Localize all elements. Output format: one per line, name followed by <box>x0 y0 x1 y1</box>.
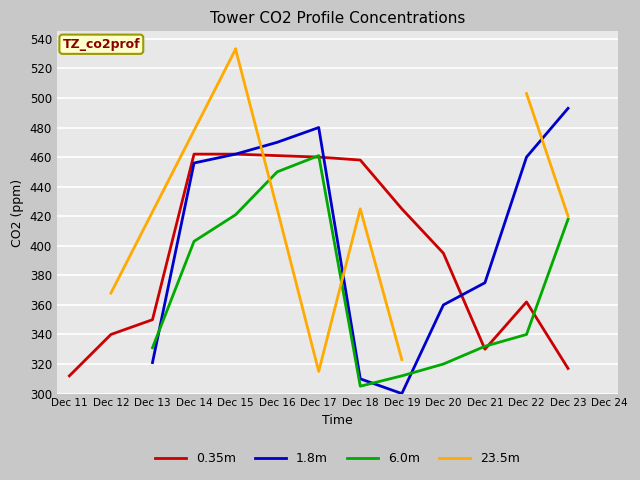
1.8m <box>440 302 447 308</box>
0.35m <box>356 157 364 163</box>
0.35m <box>481 347 489 352</box>
0.35m <box>232 151 239 157</box>
0.35m <box>190 151 198 157</box>
6.0m <box>481 343 489 349</box>
Line: 1.8m: 1.8m <box>152 108 568 394</box>
6.0m <box>148 345 156 351</box>
Line: 23.5m: 23.5m <box>111 49 236 293</box>
X-axis label: Time: Time <box>322 414 353 427</box>
1.8m <box>148 360 156 365</box>
0.35m <box>107 332 115 337</box>
6.0m <box>356 384 364 389</box>
0.35m <box>65 373 73 379</box>
6.0m <box>315 153 323 158</box>
1.8m <box>481 280 489 286</box>
Y-axis label: CO2 (ppm): CO2 (ppm) <box>11 179 24 247</box>
6.0m <box>564 216 572 222</box>
Line: 0.35m: 0.35m <box>69 154 568 376</box>
6.0m <box>273 169 281 175</box>
1.8m <box>315 125 323 131</box>
0.35m <box>148 317 156 323</box>
6.0m <box>398 373 406 379</box>
1.8m <box>356 376 364 382</box>
0.35m <box>398 206 406 212</box>
Title: Tower CO2 Profile Concentrations: Tower CO2 Profile Concentrations <box>210 11 465 26</box>
23.5m <box>107 290 115 296</box>
Text: TZ_co2prof: TZ_co2prof <box>63 38 140 51</box>
6.0m <box>190 239 198 244</box>
Line: 6.0m: 6.0m <box>152 156 568 386</box>
0.35m <box>564 366 572 372</box>
1.8m <box>190 160 198 166</box>
1.8m <box>564 106 572 111</box>
1.8m <box>398 391 406 396</box>
0.35m <box>315 154 323 160</box>
1.8m <box>232 151 239 157</box>
Legend: 0.35m, 1.8m, 6.0m, 23.5m: 0.35m, 1.8m, 6.0m, 23.5m <box>150 447 525 470</box>
23.5m <box>232 46 239 52</box>
0.35m <box>523 299 531 305</box>
1.8m <box>523 154 531 160</box>
6.0m <box>523 332 531 337</box>
0.35m <box>273 153 281 158</box>
6.0m <box>232 212 239 217</box>
6.0m <box>440 361 447 367</box>
0.35m <box>440 250 447 256</box>
1.8m <box>273 139 281 145</box>
